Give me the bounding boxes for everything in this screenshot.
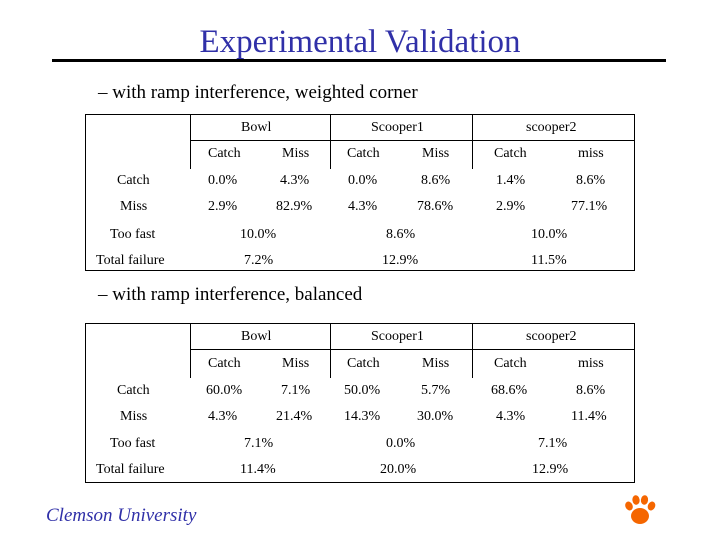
- merged-cell-bowl: 7.2%: [244, 253, 274, 268]
- table-cell: 60.0%: [206, 383, 243, 398]
- group-header-bowl: Bowl: [241, 120, 272, 135]
- tiger-paw-icon: [625, 495, 656, 524]
- merged-cell-scooper2: 11.5%: [531, 253, 567, 268]
- row-label: Miss: [120, 409, 148, 424]
- footer-university: Clemson University: [46, 505, 197, 526]
- table-cell: 8.6%: [576, 383, 606, 398]
- table-cell: 0.0%: [348, 173, 378, 188]
- table-cell: 2.9%: [496, 199, 526, 214]
- table-cell: 7.1%: [281, 383, 311, 398]
- table-cell: 4.3%: [348, 199, 378, 214]
- subtitle-weighted-corner: – with ramp interference, weighted corne…: [98, 82, 418, 103]
- merged-cell-scooper2: 10.0%: [531, 227, 568, 242]
- subheader-cell: Catch: [347, 356, 380, 371]
- row-label: Too fast: [110, 436, 156, 451]
- group-header-scooper1: Scooper1: [371, 120, 424, 135]
- table-cell: 30.0%: [417, 409, 454, 424]
- group-header-scooper2: scooper2: [526, 120, 577, 135]
- table-cell: 8.6%: [421, 173, 451, 188]
- row-label: Total failure: [96, 253, 165, 268]
- table-cell: 21.4%: [276, 409, 313, 424]
- table-cell: 4.3%: [208, 409, 238, 424]
- table-cell: 78.6%: [417, 199, 454, 214]
- slide-title: Experimental Validation: [199, 24, 521, 60]
- merged-cell-scooper1: 0.0%: [386, 436, 416, 451]
- group-header-scooper2: scooper2: [526, 329, 577, 344]
- table-cell: 68.6%: [491, 383, 528, 398]
- row-label: Catch: [117, 383, 150, 398]
- merged-cell-bowl: 11.4%: [240, 462, 276, 477]
- table-cell: 1.4%: [496, 173, 526, 188]
- merged-cell-scooper1: 8.6%: [386, 227, 416, 242]
- subheader-cell: Catch: [208, 146, 241, 161]
- table-cell: 82.9%: [276, 199, 313, 214]
- table-cell: 50.0%: [344, 383, 381, 398]
- table-cell: 14.3%: [344, 409, 381, 424]
- subheader-cell: Catch: [347, 146, 380, 161]
- table-cell: 5.7%: [421, 383, 451, 398]
- table-cell: 8.6%: [576, 173, 606, 188]
- table-cell: 4.3%: [280, 173, 310, 188]
- table-cell: 77.1%: [571, 199, 608, 214]
- subheader-cell: miss: [578, 146, 604, 161]
- subheader-cell: Miss: [422, 356, 450, 371]
- merged-cell-bowl: 7.1%: [244, 436, 274, 451]
- group-header-scooper1: Scooper1: [371, 329, 424, 344]
- subheader-cell: Catch: [208, 356, 241, 371]
- subheader-cell: Catch: [494, 146, 527, 161]
- subheader-cell: Catch: [494, 356, 527, 371]
- row-label: Too fast: [110, 227, 156, 242]
- subheader-cell: Miss: [282, 146, 310, 161]
- merged-cell-scooper2: 7.1%: [538, 436, 568, 451]
- table-cell: 11.4%: [571, 409, 607, 424]
- merged-cell-scooper1: 12.9%: [382, 253, 419, 268]
- merged-cell-scooper1: 20.0%: [380, 462, 417, 477]
- group-header-bowl: Bowl: [241, 329, 272, 344]
- subheader-cell: Miss: [282, 356, 310, 371]
- title-rule: [52, 59, 666, 62]
- results-table-balanced: Bowl Scooper1 scooper2 Catch Miss Catch …: [85, 323, 635, 483]
- results-table-weighted-corner: Bowl Scooper1 scooper2 Catch Miss Catch …: [85, 114, 635, 271]
- table-cell: 0.0%: [208, 173, 238, 188]
- subtitle-balanced: – with ramp interference, balanced: [98, 284, 363, 305]
- table-cell: 2.9%: [208, 199, 238, 214]
- row-label: Miss: [120, 199, 148, 214]
- merged-cell-scooper2: 12.9%: [532, 462, 569, 477]
- subheader-cell: miss: [578, 356, 604, 371]
- subheader-cell: Miss: [422, 146, 450, 161]
- merged-cell-bowl: 10.0%: [240, 227, 277, 242]
- row-label: Total failure: [96, 462, 165, 477]
- row-label: Catch: [117, 173, 150, 188]
- table-cell: 4.3%: [496, 409, 526, 424]
